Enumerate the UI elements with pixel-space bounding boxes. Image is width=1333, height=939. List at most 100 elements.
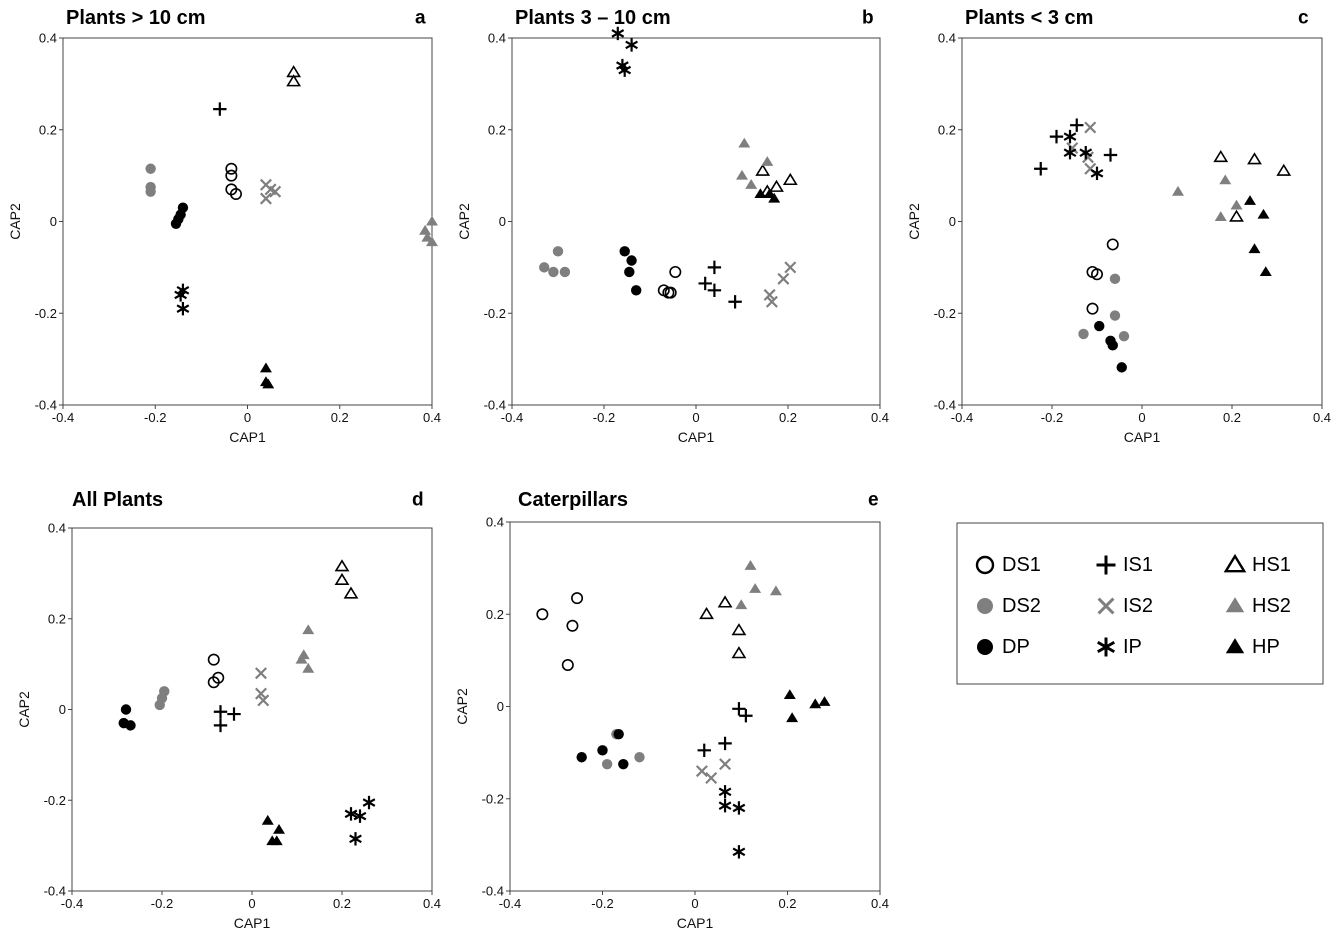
y-tick-label: -0.4 xyxy=(484,398,506,413)
point-HS2 xyxy=(1214,211,1227,221)
y-tick-label: 0 xyxy=(50,214,57,229)
point-IS1 xyxy=(1070,118,1084,132)
x-tick-label: -0.2 xyxy=(151,896,173,911)
chart-panel-b: Plants 3 – 10 cm b -0.4 -0.2 0 0.2 0.4 0.4 0.2 0 -… xyxy=(456,7,889,445)
series-DS2 xyxy=(539,246,571,278)
point-DS1 xyxy=(1091,268,1104,281)
point-HS2 xyxy=(738,137,751,148)
point-DS1 xyxy=(664,286,677,299)
point-IS1 xyxy=(697,743,711,758)
x-tick-label: -0.4 xyxy=(61,896,83,911)
x-tick-label: -0.2 xyxy=(593,410,615,425)
y-tick-label: -0.2 xyxy=(482,791,504,806)
x-axis-label: CAP1 xyxy=(678,429,715,445)
point-IS1 xyxy=(707,260,722,275)
series-HS2 xyxy=(736,137,774,189)
point-IS1 xyxy=(227,707,241,721)
series-IP xyxy=(718,785,746,859)
point-DS2 xyxy=(539,262,550,273)
y-tick-label: 0.4 xyxy=(488,31,506,46)
point-HS1 xyxy=(755,163,771,176)
chart-panel-a: Plants > 10 cm a -0.4 -0.2 0 0.2 0.4 0.4 0.2 0 -0.… xyxy=(7,7,441,445)
y-tick-label: 0 xyxy=(497,699,504,714)
point-IS2 xyxy=(254,687,268,700)
y-tick-label: -0.2 xyxy=(35,306,57,321)
x-tick-label: 0.2 xyxy=(778,896,796,911)
legend-item-DP: DP xyxy=(977,636,1030,658)
point-IP xyxy=(1090,166,1104,181)
point-DS1 xyxy=(207,653,220,666)
y-tick-label: -0.4 xyxy=(934,398,956,413)
x-axis-label: CAP1 xyxy=(677,915,714,931)
x-tick-label: -0.2 xyxy=(1041,410,1063,425)
point-IS1 xyxy=(1049,129,1064,144)
series-HS2 xyxy=(419,215,438,247)
plot-frame xyxy=(511,37,881,406)
series-IS2 xyxy=(259,178,282,205)
point-HP xyxy=(768,192,781,203)
point-IP xyxy=(174,288,187,302)
point-HS2 xyxy=(761,156,774,166)
y-tick-label: 0.2 xyxy=(938,122,956,137)
point-IS1 xyxy=(213,705,228,719)
series-IS2 xyxy=(1066,121,1097,175)
point-HS1 xyxy=(769,179,784,192)
series-DP xyxy=(576,728,629,770)
point-HP xyxy=(809,698,822,709)
series-IS1 xyxy=(213,705,241,733)
point-IP xyxy=(732,801,746,815)
y-tick-label: 0 xyxy=(949,214,956,229)
series-DP xyxy=(118,704,136,731)
point-IS1 xyxy=(728,295,742,309)
plot-frame xyxy=(62,37,433,406)
point-HP xyxy=(259,362,272,373)
point-IP xyxy=(718,785,732,799)
panel-title: All Plants xyxy=(72,489,163,511)
point-IP xyxy=(618,63,632,77)
point-DS1 xyxy=(1106,238,1119,251)
point-IP xyxy=(1063,145,1077,160)
x-tick-label: 0.4 xyxy=(423,896,441,911)
point-IP xyxy=(353,809,367,823)
point-DP xyxy=(1116,362,1127,373)
legend-label: HP xyxy=(1252,636,1280,658)
point-DS1 xyxy=(536,608,549,621)
point-IS2 xyxy=(254,667,268,680)
point-DS2 xyxy=(145,163,156,174)
legend-marker-IS2 xyxy=(1097,597,1115,615)
legend-label: IS1 xyxy=(1123,554,1153,576)
legend: DS1 DS2 DP IS1 IS2 IP HS1 HS2 HP xyxy=(956,522,1324,685)
y-axis-label: CAP2 xyxy=(16,691,32,728)
point-IP xyxy=(362,795,376,810)
point-DP xyxy=(1094,320,1105,332)
point-IS1 xyxy=(732,702,746,716)
y-tick-label: -0.2 xyxy=(44,793,66,808)
legend-item-DS1: DS1 xyxy=(975,554,1041,576)
point-IS1 xyxy=(1103,148,1118,162)
point-DS2 xyxy=(145,186,156,197)
x-tick-label: -0.4 xyxy=(501,410,523,425)
point-DP xyxy=(597,745,608,756)
point-HS2 xyxy=(735,599,748,610)
series-IS1 xyxy=(213,102,227,116)
legend-item-HS2: HS2 xyxy=(1225,595,1291,617)
y-tick-label: 0 xyxy=(59,702,66,717)
point-IP xyxy=(718,798,732,813)
point-HS2 xyxy=(302,662,315,673)
panel-title: Caterpillars xyxy=(518,489,628,511)
point-DS1 xyxy=(669,265,682,278)
legend-marker-HS1 xyxy=(1223,553,1247,573)
series-DP xyxy=(619,246,642,296)
point-IS1 xyxy=(213,718,228,733)
series-IP xyxy=(174,283,190,316)
panel-letter: a xyxy=(415,8,426,29)
legend-marker-HP xyxy=(1225,638,1245,654)
point-HS2 xyxy=(419,224,432,235)
chart-panel-e: Caterpillars e -0.4 -0.2 0 0.2 0.4 0.4 0.2 0 -0.2 -… xyxy=(454,489,889,931)
legend-item-HS1: HS1 xyxy=(1223,553,1291,576)
y-tick-label: 0.4 xyxy=(486,515,504,530)
point-DP xyxy=(626,255,637,266)
point-IS2 xyxy=(719,758,732,771)
series-HP xyxy=(754,188,781,203)
point-DP xyxy=(618,758,629,770)
